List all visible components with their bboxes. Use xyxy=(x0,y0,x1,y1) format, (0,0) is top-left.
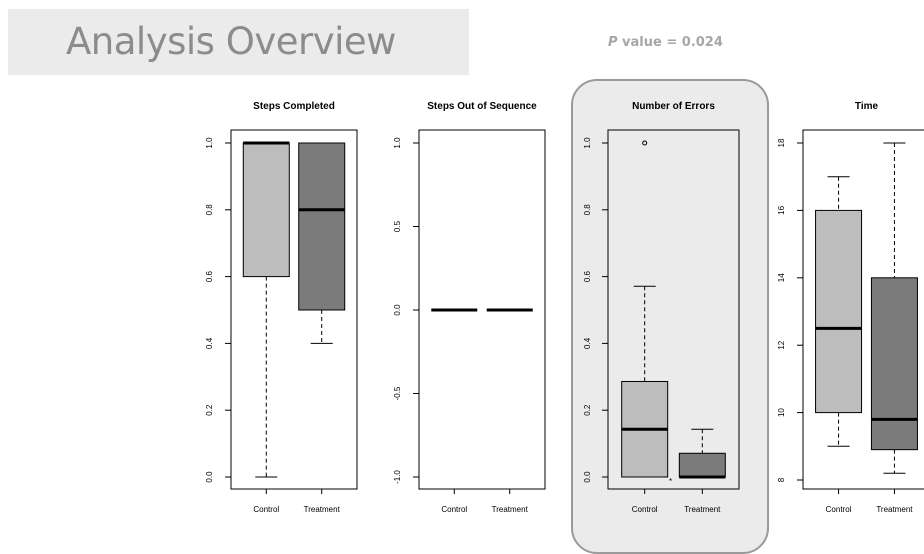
y-tick-label: 0.0 xyxy=(205,471,214,483)
p-value-symbol: P xyxy=(608,35,618,50)
y-tick-label: 18 xyxy=(777,138,786,147)
p-value-text: value = 0.024 xyxy=(617,35,723,50)
boxplot-panels: Steps Completed 0.0 0.2 0.4 0.6 0.8 1.0 Control… xyxy=(205,101,924,514)
y-tick-label: 0.8 xyxy=(583,204,592,216)
y-tick-label: 16 xyxy=(777,205,786,214)
title-banner: Analysis Overview xyxy=(8,9,469,75)
y-tick-label: -0.5 xyxy=(393,386,402,400)
y-tick-label: 0.0 xyxy=(393,304,402,316)
x-tick-label: Control xyxy=(826,505,852,514)
x-tick-label: Treatment xyxy=(492,505,529,514)
chart-title: Steps Out of Sequence xyxy=(427,101,537,112)
y-tick-label: 0.4 xyxy=(583,337,592,349)
outlier-point xyxy=(642,140,648,146)
box-control xyxy=(242,142,290,278)
y-tick-label: 1.0 xyxy=(205,137,214,149)
y-tick-label: 0.6 xyxy=(205,270,214,282)
y-tick-label: 8 xyxy=(777,477,786,482)
significance-annotation: * xyxy=(669,477,672,486)
plot-frame xyxy=(230,129,358,490)
y-tick-label: 0.4 xyxy=(205,337,214,349)
plot-frame xyxy=(607,129,740,490)
y-tick-label: 0.2 xyxy=(205,404,214,416)
y-tick-label: 0.8 xyxy=(205,204,214,216)
x-tick-label: Control xyxy=(253,505,279,514)
x-tick-label: Control xyxy=(441,505,467,514)
page-title: Analysis Overview xyxy=(66,20,396,63)
x-tick-label: Treatment xyxy=(304,505,341,514)
y-tick-label: -1.0 xyxy=(393,470,402,484)
x-tick-label: Treatment xyxy=(684,505,721,514)
plot-frame xyxy=(802,129,924,490)
x-tick-label: Control xyxy=(632,505,658,514)
box-control xyxy=(815,209,863,414)
highlight-box xyxy=(571,79,769,554)
y-tick-label: 1.0 xyxy=(393,137,402,149)
y-tick-label: 0.6 xyxy=(583,270,592,282)
y-tick-label: 14 xyxy=(777,273,786,282)
p-value-label: P value = 0.024 xyxy=(608,35,723,50)
y-tick-label: 0.0 xyxy=(583,471,592,483)
y-tick-label: 0.2 xyxy=(583,404,592,416)
y-tick-label: 10 xyxy=(777,408,786,417)
chart-title: Time xyxy=(855,101,879,112)
y-tick-label: 0.5 xyxy=(393,220,402,232)
y-tick-label: 1.0 xyxy=(583,137,592,149)
box-treatment xyxy=(298,142,346,311)
chart-title: Steps Completed xyxy=(253,101,335,112)
y-tick-label: 12 xyxy=(777,340,786,349)
x-tick-label: Treatment xyxy=(876,505,913,514)
chart-title: Number of Errors xyxy=(632,101,715,112)
box-treatment xyxy=(870,277,918,451)
box-treatment xyxy=(678,452,726,478)
